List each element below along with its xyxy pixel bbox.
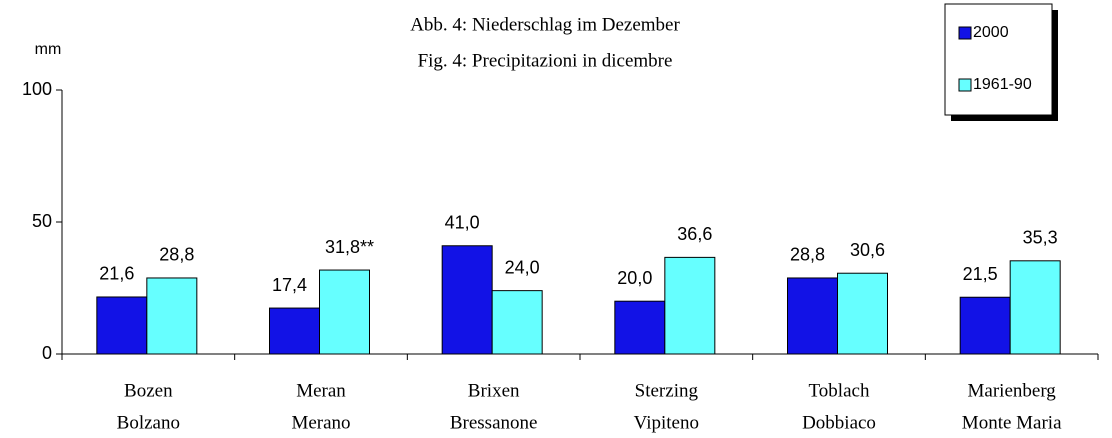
bar — [441, 245, 493, 355]
value-label: 21,6 — [99, 264, 134, 284]
legend-swatch — [958, 78, 972, 92]
value-label: 30,6 — [850, 240, 885, 260]
bar — [614, 300, 666, 355]
y-tick-label: 50 — [32, 211, 52, 231]
y-tick-label: 0 — [42, 343, 52, 363]
value-label: 21,5 — [963, 264, 998, 284]
chart-title: Abb. 4: Niederschlag im Dezember — [410, 14, 680, 35]
bar — [959, 296, 1011, 355]
value-label: 41,0 — [445, 213, 480, 233]
value-label: 24,0 — [505, 257, 540, 277]
x-tick-label: Merano — [291, 412, 350, 433]
value-label: 20,0 — [617, 268, 652, 288]
x-tick-label: Bolzano — [117, 412, 180, 433]
x-tick-label: Dobbiaco — [802, 412, 876, 433]
x-tick-label: Brixen — [468, 380, 520, 401]
bar — [491, 290, 543, 355]
x-tick-label: Bozen — [124, 380, 173, 401]
chart-subtitle: Fig. 4: Precipitazioni in dicembre — [418, 50, 673, 71]
value-label: 36,6 — [677, 224, 712, 244]
bar — [269, 307, 320, 355]
x-tick-label: Vipiteno — [634, 412, 699, 433]
bar — [1009, 260, 1061, 355]
bar — [319, 269, 370, 355]
x-tick-label: Toblach — [809, 380, 870, 401]
x-tick-label: Sterzing — [635, 380, 699, 401]
x-tick-label: Marienberg — [968, 380, 1057, 401]
value-label: 28,8 — [159, 245, 194, 265]
legend-swatch — [958, 26, 972, 40]
value-label: 31,8** — [325, 237, 374, 257]
bar — [787, 277, 838, 355]
bar — [146, 277, 198, 355]
legend-label: 2000 — [973, 24, 1009, 41]
value-label: 35,3 — [1023, 228, 1058, 248]
legend-label: 1961-90 — [973, 76, 1032, 93]
x-tick-label: Meran — [296, 380, 346, 401]
x-tick-label: Bressanone — [450, 412, 538, 433]
value-label: 17,4 — [272, 275, 307, 295]
y-axis-label: mm — [35, 41, 62, 58]
y-tick-label: 100 — [22, 79, 52, 99]
legend-box — [944, 3, 1053, 116]
x-tick-label: Monte Maria — [962, 412, 1062, 433]
bar — [664, 256, 716, 355]
bar — [96, 296, 148, 355]
bar — [837, 272, 888, 355]
value-label: 28,8 — [790, 245, 825, 265]
